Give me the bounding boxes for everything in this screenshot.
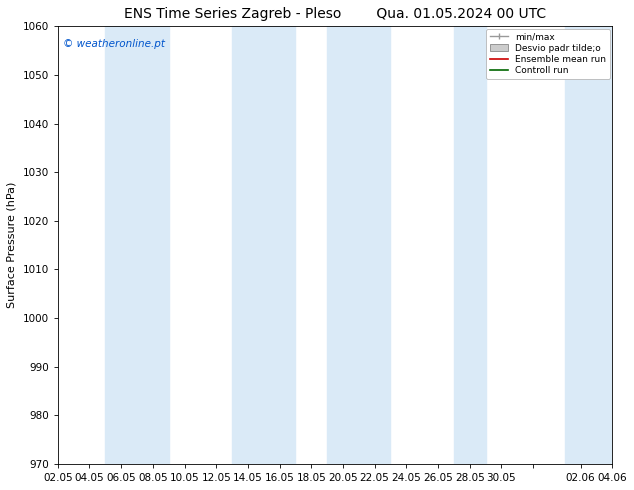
Bar: [327, 26, 391, 464]
Bar: [565, 26, 628, 464]
Title: ENS Time Series Zagreb - Pleso        Qua. 01.05.2024 00 UTC: ENS Time Series Zagreb - Pleso Qua. 01.0…: [124, 7, 546, 21]
Bar: [232, 26, 295, 464]
Legend: min/max, Desvio padr tilde;o, Ensemble mean run, Controll run: min/max, Desvio padr tilde;o, Ensemble m…: [486, 29, 609, 79]
Bar: [454, 26, 486, 464]
Bar: [105, 26, 169, 464]
Text: © weatheronline.pt: © weatheronline.pt: [63, 39, 165, 49]
Y-axis label: Surface Pressure (hPa): Surface Pressure (hPa): [7, 182, 17, 308]
